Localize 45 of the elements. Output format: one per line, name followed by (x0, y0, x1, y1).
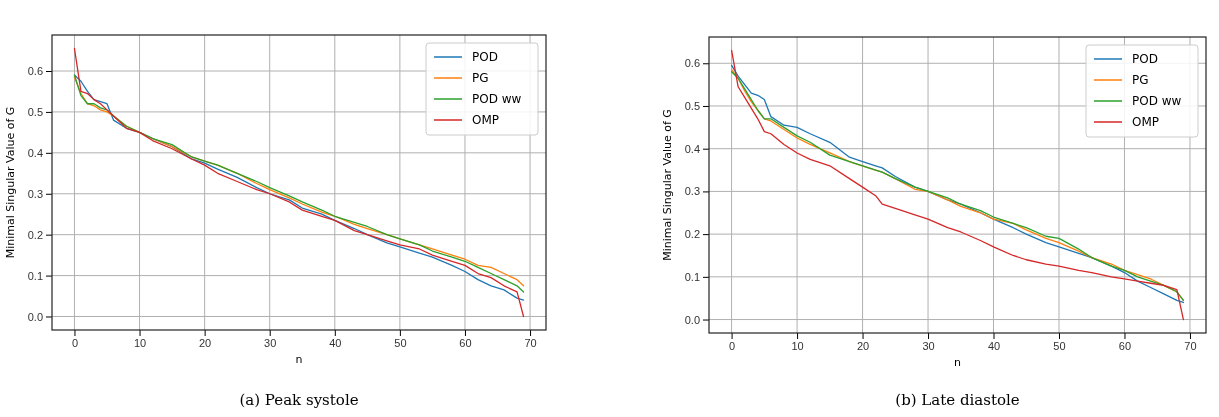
legend-label: POD ww (1132, 94, 1182, 108)
x-tick-label: 50 (394, 336, 407, 349)
y-tick-label: 0.1 (684, 270, 700, 283)
y-tick-label: 0.5 (27, 105, 43, 118)
y-axis-title: Minimal Singular Value of G (4, 106, 17, 259)
x-tick-label: 30 (922, 339, 935, 352)
y-tick-label: 0.0 (27, 310, 43, 323)
x-tick-label: 70 (524, 336, 537, 349)
x-tick-label: 40 (329, 336, 342, 349)
legend-label: PG (472, 71, 489, 85)
y-tick-label: 0.4 (27, 146, 43, 159)
x-tick-label: 50 (1053, 339, 1066, 352)
x-tick-label: 30 (264, 336, 277, 349)
y-tick-label: 0.2 (684, 228, 700, 241)
y-tick-label: 0.6 (27, 65, 43, 78)
legend-label: POD (472, 50, 498, 64)
y-tick-label: 0.4 (684, 142, 700, 155)
x-tick-label: 10 (133, 336, 147, 349)
text: (b) Late diastole (895, 391, 1020, 409)
x-tick-label: 60 (459, 336, 472, 349)
legend-label: OMP (472, 113, 500, 127)
legend-label: POD (1132, 52, 1158, 66)
y-tick-label: 0.1 (27, 269, 43, 282)
line-series (73, 47, 525, 318)
y-tick-label: 0.3 (684, 185, 700, 198)
y-tick-label: 0.0 (684, 313, 700, 326)
y-tick-label: 0.5 (684, 100, 700, 112)
x-tick-label: 10 (791, 339, 804, 352)
x-tick-label: 0 (729, 339, 736, 352)
x-tick-label: 40 (987, 339, 1001, 352)
y-tick-label: 0.2 (27, 228, 43, 241)
x-tick-label: 20 (856, 339, 870, 352)
text: (a) Peak systole (239, 391, 359, 409)
legend-label: OMP (1132, 115, 1160, 129)
x-tick-label: 0 (71, 336, 79, 349)
x-tick-label: 20 (199, 336, 212, 349)
legend-label: PG (1132, 73, 1149, 87)
x-axis-title: n (295, 353, 303, 366)
y-tick-label: 0.3 (27, 187, 43, 200)
legend-label: POD ww (472, 92, 522, 106)
x-axis-title: n (954, 356, 962, 369)
x-tick-label: 70 (1184, 339, 1197, 352)
y-tick-label: 0.6 (684, 57, 700, 70)
y-axis-title: Minimal Singular Value of G (661, 109, 674, 261)
x-tick-label: 60 (1118, 339, 1132, 352)
